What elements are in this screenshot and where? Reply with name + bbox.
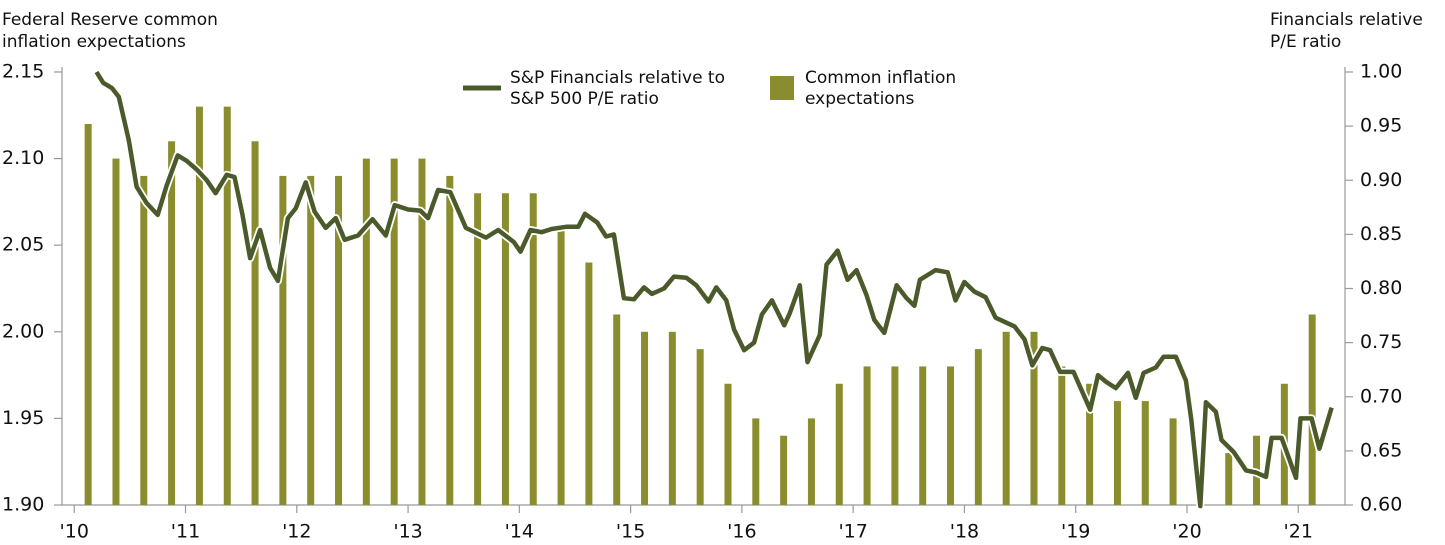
- legend-label: S&P Financials relative to S&P 500 P/E r…: [510, 68, 725, 109]
- bar: [362, 158, 370, 505]
- x-tick-label: '10: [60, 521, 89, 543]
- legend-swatch: [770, 76, 794, 100]
- bar: [974, 349, 982, 505]
- bar: [195, 106, 203, 505]
- y-tick-label: 2.00: [2, 320, 44, 342]
- x-tick-label: '17: [838, 521, 867, 543]
- bar: [446, 175, 454, 506]
- line: [94, 70, 1334, 509]
- y2-tick-label: 0.60: [1360, 494, 1402, 516]
- x-tick-label: '19: [1061, 521, 1090, 543]
- bar: [613, 314, 621, 505]
- bar: [307, 175, 315, 506]
- bar: [641, 331, 649, 505]
- bar: [835, 383, 843, 505]
- bar: [279, 175, 287, 506]
- x-tick-label: '12: [282, 521, 311, 543]
- bar: [1086, 383, 1094, 505]
- bar: [807, 418, 815, 505]
- bar: [1002, 331, 1010, 505]
- x-tick-label: '11: [171, 521, 200, 543]
- bar: [168, 141, 176, 505]
- x-tick-label: '20: [1172, 521, 1201, 543]
- bar: [1058, 366, 1066, 505]
- bar: [223, 106, 231, 505]
- bar: [863, 366, 871, 505]
- x-tick-label: '14: [505, 521, 534, 543]
- y2-tick-label: 0.90: [1360, 169, 1402, 191]
- x-tick-label: '16: [727, 521, 756, 543]
- bar: [780, 435, 788, 505]
- bar: [752, 418, 760, 505]
- bar: [335, 175, 343, 506]
- y2-tick-label: 0.75: [1360, 331, 1402, 353]
- x-tick-label: '21: [1284, 521, 1313, 543]
- bar: [418, 158, 426, 505]
- x-tick-label: '18: [950, 521, 979, 543]
- y-tick-label: 2.05: [2, 234, 44, 256]
- bar: [947, 366, 955, 505]
- bar: [1113, 401, 1121, 505]
- y2-axis-title-line: Financials relative: [1270, 10, 1423, 30]
- x-tick-label: '15: [616, 521, 645, 543]
- legend-label: Common inflation expectations: [805, 68, 957, 109]
- bar: [891, 366, 899, 505]
- y-tick-label: 1.90: [2, 494, 44, 516]
- y2-tick-label: 0.70: [1360, 385, 1402, 407]
- bar: [474, 193, 482, 506]
- bar: [1169, 418, 1177, 505]
- bar: [1030, 331, 1038, 505]
- y-axis-title-line: inflation expectations: [2, 32, 186, 52]
- bar: [585, 262, 593, 505]
- bar: [112, 158, 120, 505]
- y2-tick-label: 1.00: [1360, 61, 1402, 83]
- bar: [668, 331, 676, 505]
- bar: [919, 366, 927, 505]
- bar: [140, 175, 148, 506]
- y-tick-label: 1.95: [2, 407, 44, 429]
- bar: [390, 158, 398, 505]
- bar: [696, 349, 704, 505]
- y2-tick-label: 0.65: [1360, 439, 1402, 461]
- bar: [1141, 401, 1149, 505]
- x-tick-label: '13: [393, 521, 422, 543]
- bar: [84, 123, 92, 506]
- bar: [1225, 453, 1233, 505]
- bar: [557, 227, 565, 505]
- y-axis-title-line: Federal Reserve common: [2, 10, 218, 30]
- y-tick-label: 2.15: [2, 61, 44, 83]
- bar: [724, 383, 732, 505]
- legend-line: [463, 85, 501, 91]
- bar: [1308, 314, 1316, 505]
- y2-tick-label: 0.80: [1360, 277, 1402, 299]
- bar: [501, 193, 509, 506]
- y2-tick-label: 0.95: [1360, 115, 1402, 137]
- bar: [529, 193, 537, 506]
- y-tick-label: 2.10: [2, 147, 44, 169]
- bar: [251, 141, 259, 505]
- y2-tick-label: 0.85: [1360, 223, 1402, 245]
- y2-axis-title-line: P/E ratio: [1270, 32, 1341, 52]
